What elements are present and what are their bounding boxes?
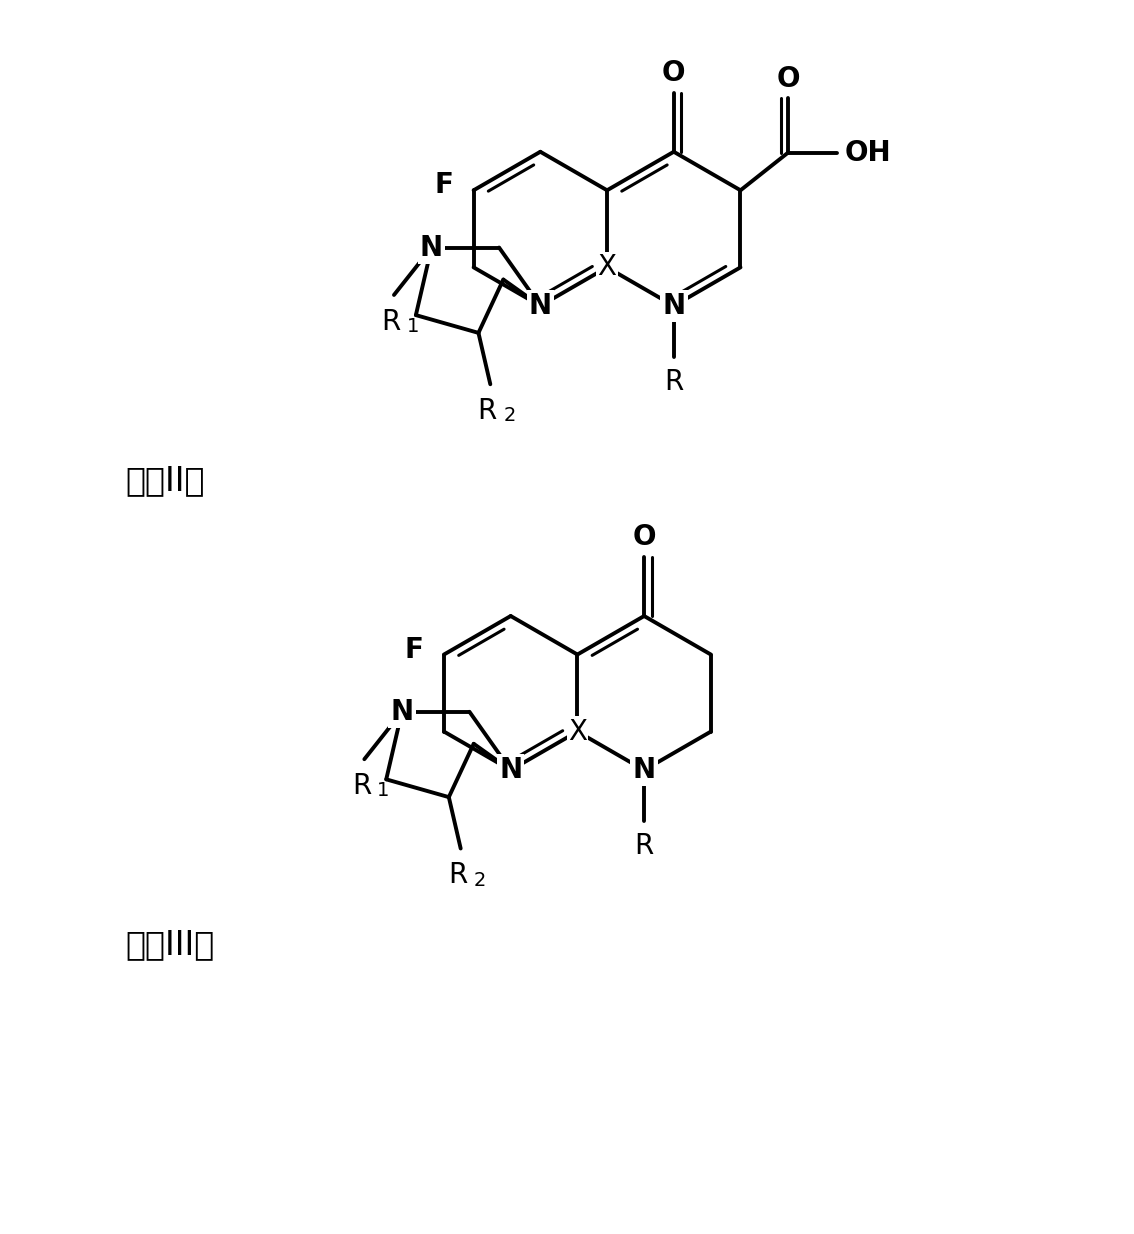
- Text: R: R: [352, 771, 371, 800]
- Text: O: O: [662, 59, 686, 86]
- Text: R: R: [635, 832, 654, 860]
- Text: 1: 1: [407, 317, 420, 336]
- Text: 2: 2: [503, 406, 516, 426]
- Text: N: N: [528, 292, 552, 320]
- Text: X: X: [598, 253, 617, 281]
- Text: O: O: [776, 64, 799, 93]
- Text: 式（II）: 式（II）: [126, 464, 205, 497]
- Text: N: N: [662, 292, 685, 320]
- Text: X: X: [568, 718, 587, 745]
- Text: R: R: [448, 861, 467, 890]
- Text: 式（III）: 式（III）: [126, 928, 214, 961]
- Text: F: F: [405, 636, 424, 664]
- Text: R: R: [381, 307, 400, 336]
- Text: R: R: [477, 397, 497, 424]
- Text: F: F: [434, 172, 454, 200]
- Text: N: N: [633, 756, 655, 784]
- Text: 1: 1: [378, 781, 390, 801]
- Text: N: N: [499, 756, 523, 784]
- Text: N: N: [390, 697, 414, 726]
- Text: R: R: [665, 368, 684, 396]
- Text: 2: 2: [474, 871, 485, 890]
- Text: O: O: [633, 523, 655, 552]
- Text: OH: OH: [844, 138, 891, 167]
- Text: N: N: [420, 233, 443, 262]
- Text: N: N: [499, 756, 523, 784]
- Text: N: N: [528, 292, 552, 320]
